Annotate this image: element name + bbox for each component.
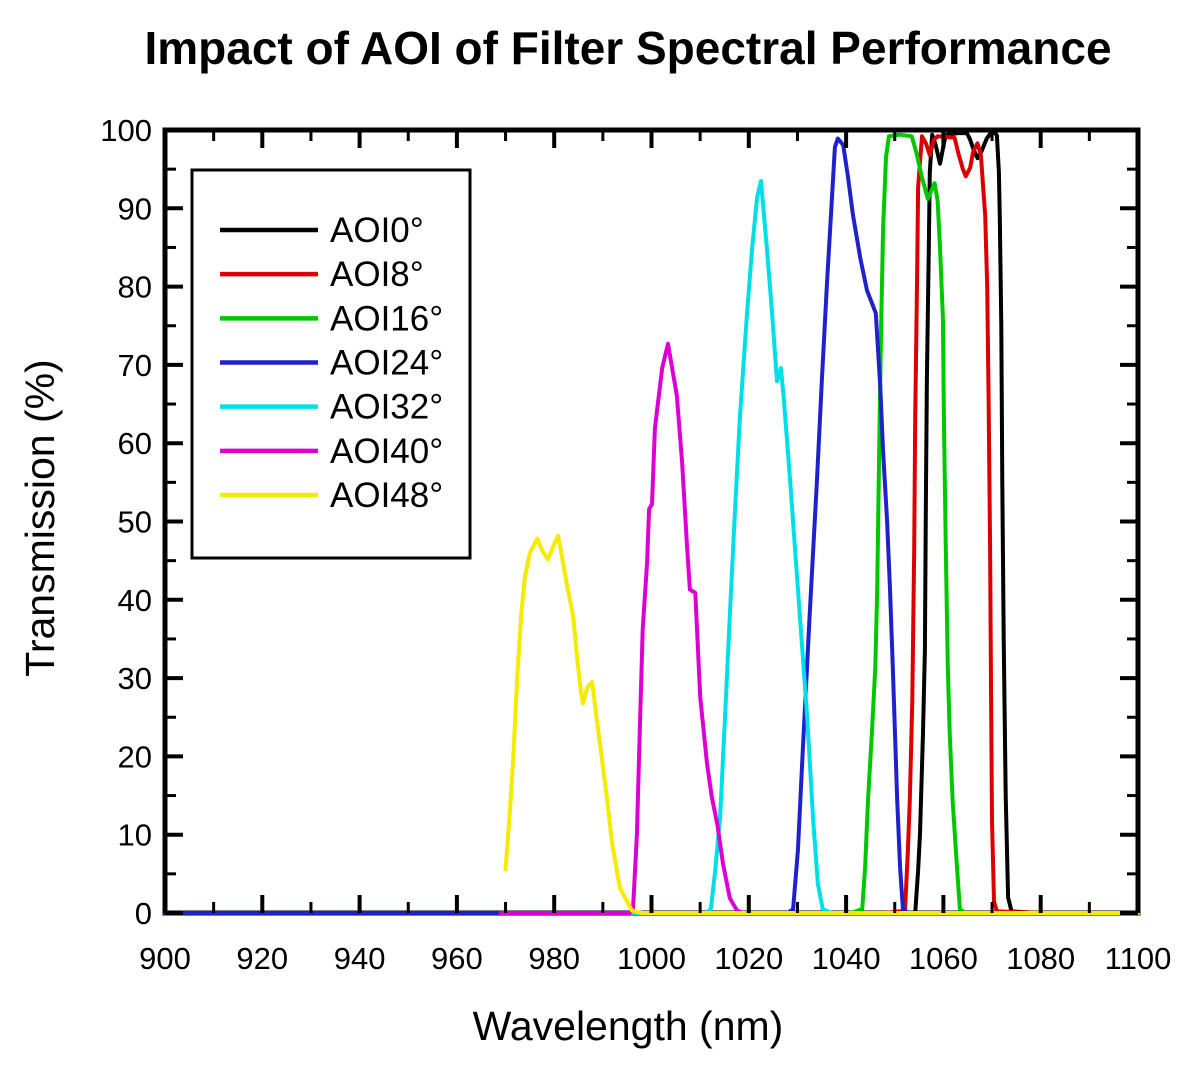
x-tick-label: 1060 xyxy=(909,941,978,976)
axis-ticks xyxy=(163,128,1140,915)
x-tick-label: 940 xyxy=(334,941,386,976)
tick-labels: 900 920 940 960 980 1000 1020 1040 1060 1080 11000… xyxy=(100,113,1171,976)
y-tick-label: 10 xyxy=(118,818,152,853)
y-tick-label: 70 xyxy=(118,348,152,383)
chart-title: Impact of AOI of Filter Spectral Perform… xyxy=(144,22,1111,74)
curve-1-AOI8 xyxy=(163,134,1140,915)
x-tick-label: 920 xyxy=(236,941,288,976)
y-tick-label: 60 xyxy=(118,426,152,461)
curve-0-AOI0 xyxy=(163,130,1140,915)
curves xyxy=(163,130,1140,915)
y-tick-label: 0 xyxy=(135,896,152,931)
y-tick-label: 50 xyxy=(118,505,152,540)
curve-5-AOI40 xyxy=(498,341,1140,915)
y-tick-label: 90 xyxy=(118,191,152,226)
legend-label-5: AOI40° xyxy=(330,432,443,471)
x-tick-label: 1100 xyxy=(1105,941,1172,976)
x-tick-label: 1040 xyxy=(812,941,881,976)
y-tick-label: 30 xyxy=(118,661,152,696)
curve-2-AOI16 xyxy=(163,132,1140,915)
x-axis-label: Wavelength (nm) xyxy=(473,1003,784,1049)
curve-4-AOI32 xyxy=(625,178,1140,915)
x-tick-label: 900 xyxy=(139,941,191,976)
x-tick-label: 960 xyxy=(431,941,483,976)
curve-6-AOI48 xyxy=(503,533,1140,915)
y-tick-label: 100 xyxy=(100,113,152,148)
y-axis-label: Transmission (%) xyxy=(17,359,63,676)
legend-label-3: AOI24° xyxy=(330,344,443,383)
legend-label-0: AOI0° xyxy=(330,211,424,250)
y-tick-label: 80 xyxy=(118,270,152,305)
x-tick-label: 980 xyxy=(528,941,580,976)
legend-label-6: AOI48° xyxy=(330,476,443,515)
legend-label-4: AOI32° xyxy=(330,388,443,427)
x-tick-label: 1020 xyxy=(714,941,783,976)
legend: AOI0° AOI8° AOI16° AOI24° AOI32° AOI40° AOI48° xyxy=(190,168,472,560)
y-tick-label: 40 xyxy=(118,583,152,618)
curve-3-AOI24 xyxy=(163,136,1140,915)
legend-label-1: AOI8° xyxy=(330,255,424,294)
x-tick-label: 1000 xyxy=(617,941,686,976)
y-tick-label: 20 xyxy=(118,739,152,774)
x-tick-label: 1080 xyxy=(1006,941,1075,976)
legend-label-2: AOI16° xyxy=(330,299,443,338)
